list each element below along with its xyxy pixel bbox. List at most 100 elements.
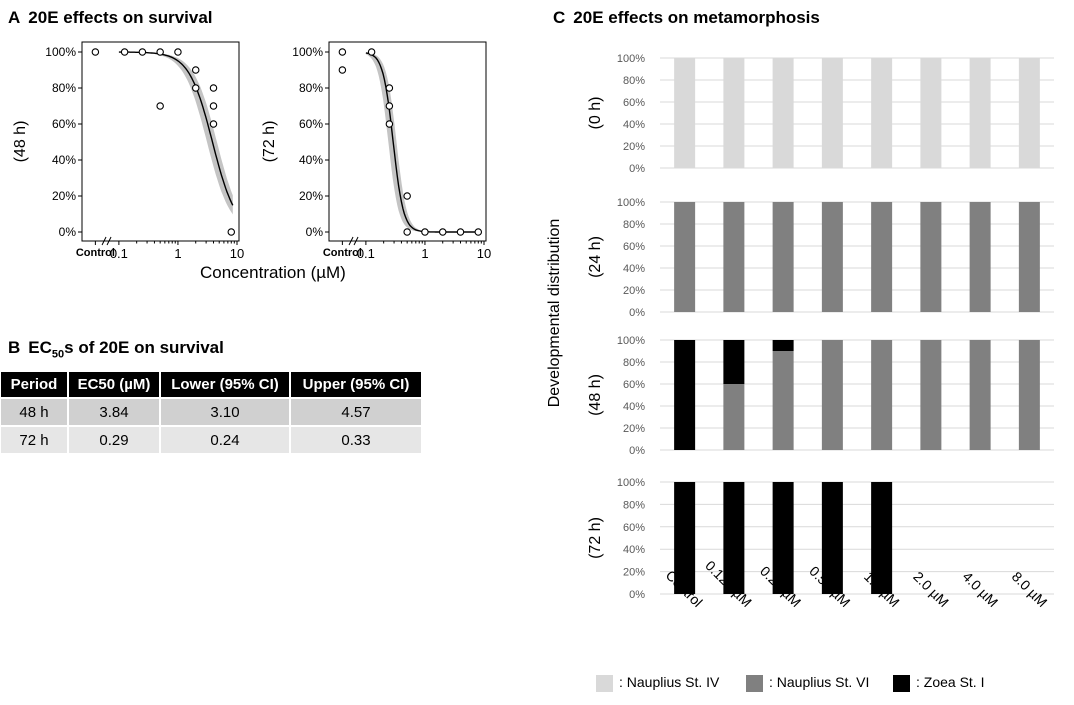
y-tick-label: 60% [623, 522, 645, 534]
y-tick-label: 40% [623, 119, 645, 131]
y-tick-label: 20% [623, 285, 645, 297]
y-tick-label: 100% [617, 335, 645, 347]
bar-segment [1018, 340, 1040, 450]
y-axis-label: (72 h) [261, 121, 278, 163]
y-tick-label: 80% [623, 75, 645, 87]
cell-upper: 4.57 [290, 397, 421, 426]
legend-swatch-nauplius-vi [746, 674, 763, 692]
bar-segment [723, 340, 745, 384]
bar-segment [1018, 202, 1040, 312]
bar-segment [871, 202, 893, 312]
y-tick-label: 100% [45, 45, 76, 59]
axis-break-mark [348, 236, 354, 246]
bar-segment [969, 202, 991, 312]
data-point [191, 66, 200, 74]
ec50-table: Period EC50 (µM) Lower (95% CI) Upper (9… [1, 372, 421, 453]
cell-period: 48 h [1, 397, 69, 426]
table-row: 48 h 3.84 3.10 4.57 [1, 397, 421, 426]
data-point [209, 84, 218, 92]
table-row: 72 h 0.29 0.24 0.33 [1, 425, 421, 453]
y-tick-label: 20% [623, 141, 645, 153]
data-point [338, 66, 347, 74]
bar-segment [723, 202, 745, 312]
bar-segment [674, 58, 696, 168]
y-tick-label: 0% [629, 445, 645, 457]
cell-lower: 0.24 [160, 425, 291, 453]
bar-segment [772, 58, 794, 168]
bar-segment [723, 384, 745, 450]
bar-segment [772, 351, 794, 450]
y-tick-label: 100% [617, 477, 645, 489]
ec50-table-header: Period EC50 (µM) Lower (95% CI) Upper (9… [1, 372, 421, 398]
category-label: 2.0 µM [910, 568, 952, 610]
panel-c-letter: C [553, 8, 566, 27]
bar-segment [821, 58, 843, 168]
data-point [385, 120, 394, 128]
bar-segment [821, 340, 843, 450]
header-period: Period [1, 372, 69, 398]
axis-break-mark [106, 236, 112, 246]
legend-nauplius-vi: : Nauplius St. VI [746, 674, 869, 692]
bar-segment [871, 340, 893, 450]
panel-a-title-text: 20E effects on survival [28, 8, 213, 27]
x-tick-label: Control [323, 247, 362, 259]
x-tick-label: 0.1 [110, 246, 128, 261]
bar-segment [920, 58, 942, 168]
data-point [209, 102, 218, 110]
panel-period-label: (0 h) [587, 97, 604, 130]
y-tick-label: 20% [623, 423, 645, 435]
y-tick-label: 60% [623, 241, 645, 253]
x-tick-label: 10 [230, 246, 244, 261]
data-point [338, 48, 347, 56]
y-tick-label: 40% [299, 153, 323, 167]
category-label: 4.0 µM [960, 568, 1002, 610]
legend-swatch-zoea-i [893, 674, 910, 692]
bar-segment [772, 340, 794, 351]
y-tick-label: 80% [623, 357, 645, 369]
bar-segment [871, 482, 893, 594]
y-tick-label: 60% [623, 97, 645, 109]
data-point [421, 228, 429, 236]
data-point [438, 228, 447, 236]
data-point [385, 102, 394, 110]
bar-segment [969, 340, 991, 450]
bar-segment [871, 58, 893, 168]
bar-segment [1018, 58, 1040, 168]
panel-c-title-text: 20E effects on metamorphosis [573, 8, 820, 27]
y-tick-label: 20% [299, 189, 323, 203]
panel-a-letter: A [8, 8, 21, 27]
x-tick-label: 10 [477, 246, 491, 261]
bar-segment [674, 340, 696, 450]
confidence-band [118, 52, 233, 215]
y-tick-label: 100% [617, 53, 645, 65]
data-point [403, 192, 411, 200]
cell-period: 72 h [1, 425, 69, 453]
concentration-axis-label: Concentration (µM) [200, 263, 346, 282]
bar-segment [723, 482, 745, 594]
header-lower-ci: Lower (95% CI) [160, 372, 291, 398]
y-tick-label: 0% [629, 163, 645, 175]
y-tick-label: 40% [623, 544, 645, 556]
panel-period-label: (72 h) [587, 517, 604, 559]
data-point [456, 228, 465, 236]
x-tick-label: Control [76, 247, 115, 259]
data-point [191, 84, 200, 92]
panel-b-title-suffix: s of 20E on survival [64, 338, 224, 357]
fitted-curve [118, 51, 234, 206]
bar-segment [969, 58, 991, 168]
y-tick-label: 40% [623, 401, 645, 413]
data-point [156, 102, 164, 110]
metamorphosis-chart: Developmental distribution 0% 20% 40% 60% 80… [546, 53, 1054, 610]
bar-segment [674, 482, 696, 594]
axis-break-mark [101, 236, 107, 246]
panel-period-label: (24 h) [587, 236, 604, 278]
data-point [174, 48, 182, 56]
y-tick-label: 40% [52, 153, 76, 167]
y-axis-label: (48 h) [12, 121, 29, 163]
legend-zoea-i: : Zoea St. I [893, 674, 984, 692]
data-point [209, 120, 218, 128]
panel-b-title: B EC50s of 20E on survival [8, 338, 224, 360]
y-tick-label: 0% [59, 225, 77, 239]
bar-segment [772, 482, 794, 594]
